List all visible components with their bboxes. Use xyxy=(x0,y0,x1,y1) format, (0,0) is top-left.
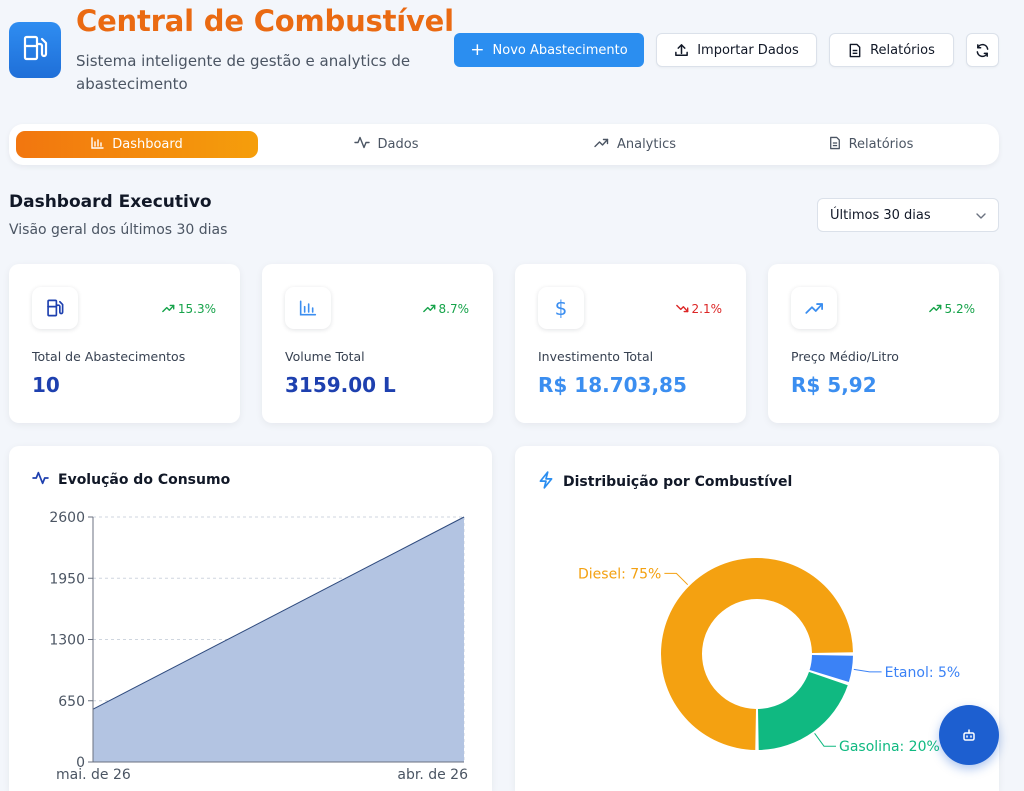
trending-up-icon xyxy=(594,137,609,152)
stat-value: 3159.00 L xyxy=(285,373,396,397)
chart-title: Distribuição por Combustível xyxy=(538,471,792,493)
y-tick-label: 650 xyxy=(58,694,85,710)
y-tick-label: 2600 xyxy=(49,510,85,526)
tab-dados[interactable]: Dados xyxy=(265,131,507,158)
section-subtitle: Visão geral dos últimos 30 dias xyxy=(9,222,228,238)
fuel-distribution-donut-chart: Diesel: 75% Etanol: 5% Gasolina: 20% xyxy=(578,558,961,755)
stat-label: Investimento Total xyxy=(538,349,654,364)
chart-title-text: Evolução do Consumo xyxy=(58,472,231,488)
chart-title-text: Distribuição por Combustível xyxy=(563,474,793,490)
stat-label: Preço Médio/Litro xyxy=(791,349,899,364)
activity-icon xyxy=(353,136,370,153)
stat-value: R$ 5,92 xyxy=(791,373,877,397)
distribution-chart-card: Distribuição por Combustível Diesel: 75%… xyxy=(515,446,999,791)
trend-badge: 8.7% xyxy=(422,302,470,316)
trending-up-icon xyxy=(791,287,837,329)
trend-badge: 2.1% xyxy=(675,302,723,316)
app-subtitle: Sistema inteligente de gestão e analytic… xyxy=(76,52,411,93)
period-select[interactable]: Últimos 30 dias xyxy=(817,198,999,232)
fuel-pump-icon xyxy=(32,287,78,329)
tab-dashboard[interactable]: Dashboard xyxy=(16,131,258,158)
new-refuel-label: Novo Abastecimento xyxy=(492,42,628,58)
chart-title: Evolução do Consumo xyxy=(32,471,230,489)
trending-up-icon xyxy=(422,302,436,316)
x-tick-label: abr. de 26 xyxy=(397,767,468,783)
y-tick-label: 1950 xyxy=(49,571,85,587)
tab-analytics[interactable]: Analytics xyxy=(514,131,756,158)
pie-label: Etanol: 5% xyxy=(885,665,961,681)
pie-label-leader xyxy=(664,572,689,586)
trend-value: 8.7% xyxy=(438,302,470,316)
pie-slice-diesel xyxy=(661,558,853,750)
y-tick-label: 0 xyxy=(76,755,85,771)
trending-down-icon xyxy=(675,302,689,316)
activity-icon xyxy=(32,471,49,489)
fuel-pump-icon xyxy=(22,34,48,66)
app-title: Central de Combustível xyxy=(76,4,454,38)
pie-slice-gasolina xyxy=(757,671,848,750)
chevron-down-icon xyxy=(976,208,986,223)
plus-icon: + xyxy=(470,39,485,60)
stat-card-avg-price: 5.2% Preço Médio/Litro R$ 5,92 xyxy=(768,264,999,423)
pie-label-leader xyxy=(814,732,837,747)
bar-chart-icon xyxy=(285,287,331,329)
stat-card-total-refuels: 15.3% Total de Abastecimentos 10 xyxy=(9,264,240,423)
file-text-icon xyxy=(848,43,862,58)
tab-label: Analytics xyxy=(616,137,677,152)
pie-slice-etanol xyxy=(809,654,853,683)
trend-badge: 15.3% xyxy=(162,302,216,316)
lightning-icon xyxy=(538,471,554,493)
tab-label: Dados xyxy=(377,137,419,152)
area-fill xyxy=(93,517,464,762)
bar-chart-icon xyxy=(91,136,104,153)
y-tick-label: 1300 xyxy=(49,633,85,649)
pie-label: Gasolina: 20% xyxy=(839,739,940,755)
trending-up-icon xyxy=(928,302,942,316)
trend-value: 2.1% xyxy=(691,302,723,316)
app-logo xyxy=(9,22,61,78)
tab-relatorios[interactable]: Relatórios xyxy=(750,131,992,158)
stat-value: 10 xyxy=(32,373,60,397)
import-data-button[interactable]: Importar Dados xyxy=(656,33,817,67)
trend-badge: 5.2% xyxy=(928,302,976,316)
main-tabs: Dashboard Dados Analytics xyxy=(9,124,999,165)
tab-label: Relatórios xyxy=(848,137,914,152)
refresh-icon xyxy=(975,43,990,58)
stat-label: Volume Total xyxy=(285,349,365,364)
bot-icon xyxy=(962,726,976,745)
consumption-area-chart: 0 650 1300 1950 2600 mai. de 26 abr. de 26 xyxy=(49,510,468,783)
tab-label: Dashboard xyxy=(112,137,183,152)
pie-label: Diesel: 75% xyxy=(578,566,661,582)
import-data-label: Importar Dados xyxy=(697,42,799,58)
series-line xyxy=(92,516,465,710)
section-title: Dashboard Executivo xyxy=(9,192,212,212)
refresh-button[interactable] xyxy=(966,33,999,67)
upload-icon xyxy=(674,43,689,58)
trend-value: 5.2% xyxy=(944,302,976,316)
period-select-value: Últimos 30 dias xyxy=(830,207,931,223)
stat-label: Total de Abastecimentos xyxy=(32,349,186,364)
assistant-button[interactable] xyxy=(939,705,999,765)
consumption-chart-card: Evolução do Consumo 0 650 1300 1950 2600 mai.… xyxy=(9,446,492,791)
file-text-icon xyxy=(829,136,841,154)
pie-label-leader xyxy=(853,668,882,673)
x-tick-label: mai. de 26 xyxy=(56,767,131,783)
trending-up-icon xyxy=(162,302,175,316)
dollar-icon: $ xyxy=(538,287,584,329)
stat-value: R$ 18.703,85 xyxy=(538,373,687,397)
reports-button[interactable]: Relatórios xyxy=(829,33,954,67)
stat-card-volume: 8.7% Volume Total 3159.00 L xyxy=(262,264,493,423)
trend-value: 15.3% xyxy=(177,302,216,316)
stat-card-investment: $ 2.1% Investimento Total R$ 18.703,85 xyxy=(515,264,746,423)
reports-label: Relatórios xyxy=(870,42,935,58)
new-refuel-button[interactable]: + Novo Abastecimento xyxy=(454,33,644,67)
